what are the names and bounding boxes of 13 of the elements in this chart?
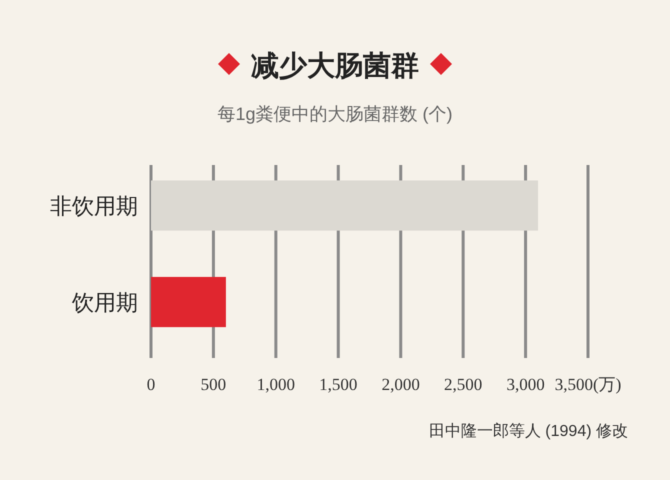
x-tick-label: 3,000 — [506, 375, 545, 394]
text: 田中隆一郎等人 (1994) 修改 — [428, 422, 628, 440]
y-tick-label: 非饮用期 — [50, 194, 138, 219]
x-tick-label: 2,500 — [444, 375, 482, 394]
x-tick-label: 2,000 — [382, 375, 420, 394]
chart-subtitle: 每1g粪便中的大肠菌群数 (个) — [217, 104, 453, 124]
x-tick-label: 0 — [146, 375, 156, 394]
chart-title: 减少大肠菌群 — [251, 51, 419, 82]
x-tick-label: 500 — [200, 375, 226, 394]
x-tick-label: 1,000 — [256, 375, 295, 394]
x-tick-label: 3,500(万) — [554, 375, 622, 394]
y-tick-label: 饮用期 — [71, 290, 138, 316]
x-tick-label: 1,500 — [319, 375, 358, 394]
